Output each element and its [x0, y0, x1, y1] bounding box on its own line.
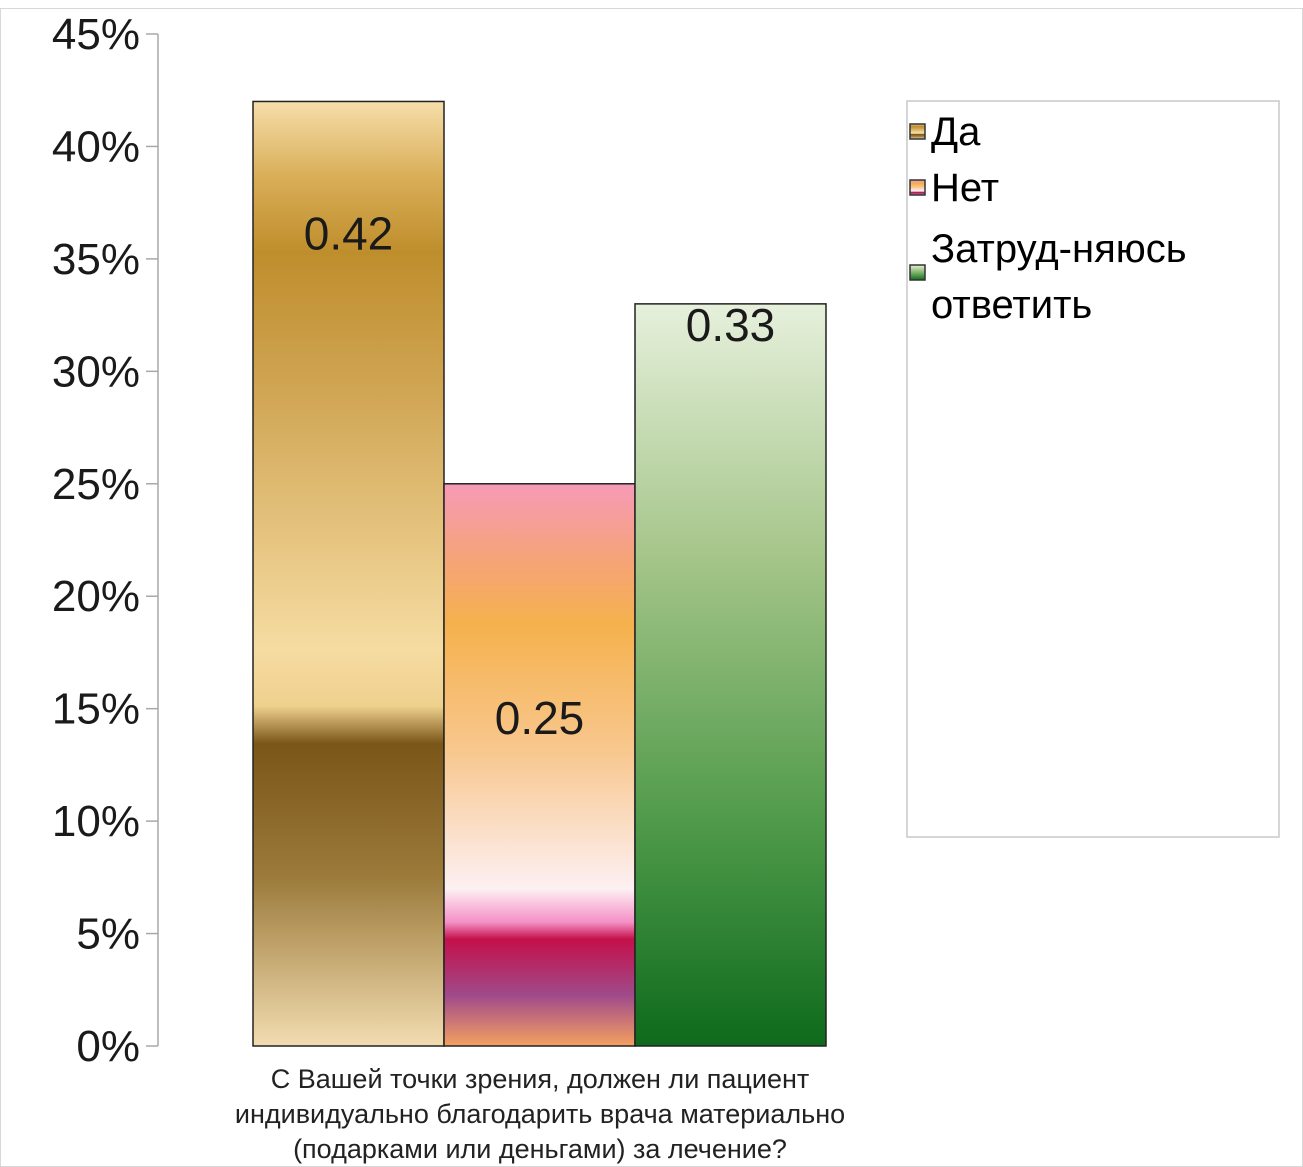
bar-value-label-1: 0.42 — [304, 208, 394, 260]
y-tick-label: 40% — [52, 122, 140, 171]
legend-box — [906, 100, 1280, 838]
bar-3 — [634, 303, 827, 1047]
category-label: С Вашей точки зрения, должен ли пациент … — [235, 1064, 845, 1164]
y-tick-label: 35% — [52, 235, 140, 284]
legend-swatch-net — [909, 179, 926, 196]
y-tick-label: 25% — [52, 460, 140, 509]
bar-2 — [443, 483, 636, 1047]
legend-label-net: Нет — [931, 166, 999, 210]
bar-value-label-3: 0.33 — [686, 299, 776, 351]
y-tick-label: 15% — [52, 685, 140, 734]
y-tick-label: 30% — [52, 347, 140, 396]
category-label-line-1: С Вашей точки зрения, должен ли пациент — [271, 1064, 810, 1094]
y-tick-label: 20% — [52, 572, 140, 621]
legend-swatch-zatrud — [909, 264, 926, 281]
y-axis-ticks: 0% 5% 10% 15% 20% 25% 30% 35% 40% 45% — [52, 10, 158, 1071]
bar-value-label-2: 0.25 — [495, 692, 585, 744]
legend-label-zatrud-line-2: ответить — [931, 283, 1092, 327]
value-labels: 0.42 0.25 0.33 — [304, 208, 776, 744]
y-tick-label: 10% — [52, 797, 140, 846]
y-tick-label: 0% — [76, 1022, 140, 1071]
bars — [252, 100, 827, 1047]
legend-label-da: Да — [931, 110, 981, 154]
category-label-line-3: (подарками или деньгами) за лечение? — [293, 1134, 787, 1164]
bar-1 — [252, 100, 445, 1047]
legend: Да Нет Затруд-няюсь ответить — [906, 100, 1280, 838]
y-tick-label: 45% — [52, 10, 140, 59]
category-label-line-2: индивидуально благодарить врача материал… — [235, 1099, 845, 1129]
legend-swatch-da — [909, 123, 926, 140]
y-tick-label: 5% — [76, 910, 140, 959]
legend-label-zatrud-line-1: Затруд-няюсь — [931, 227, 1187, 271]
